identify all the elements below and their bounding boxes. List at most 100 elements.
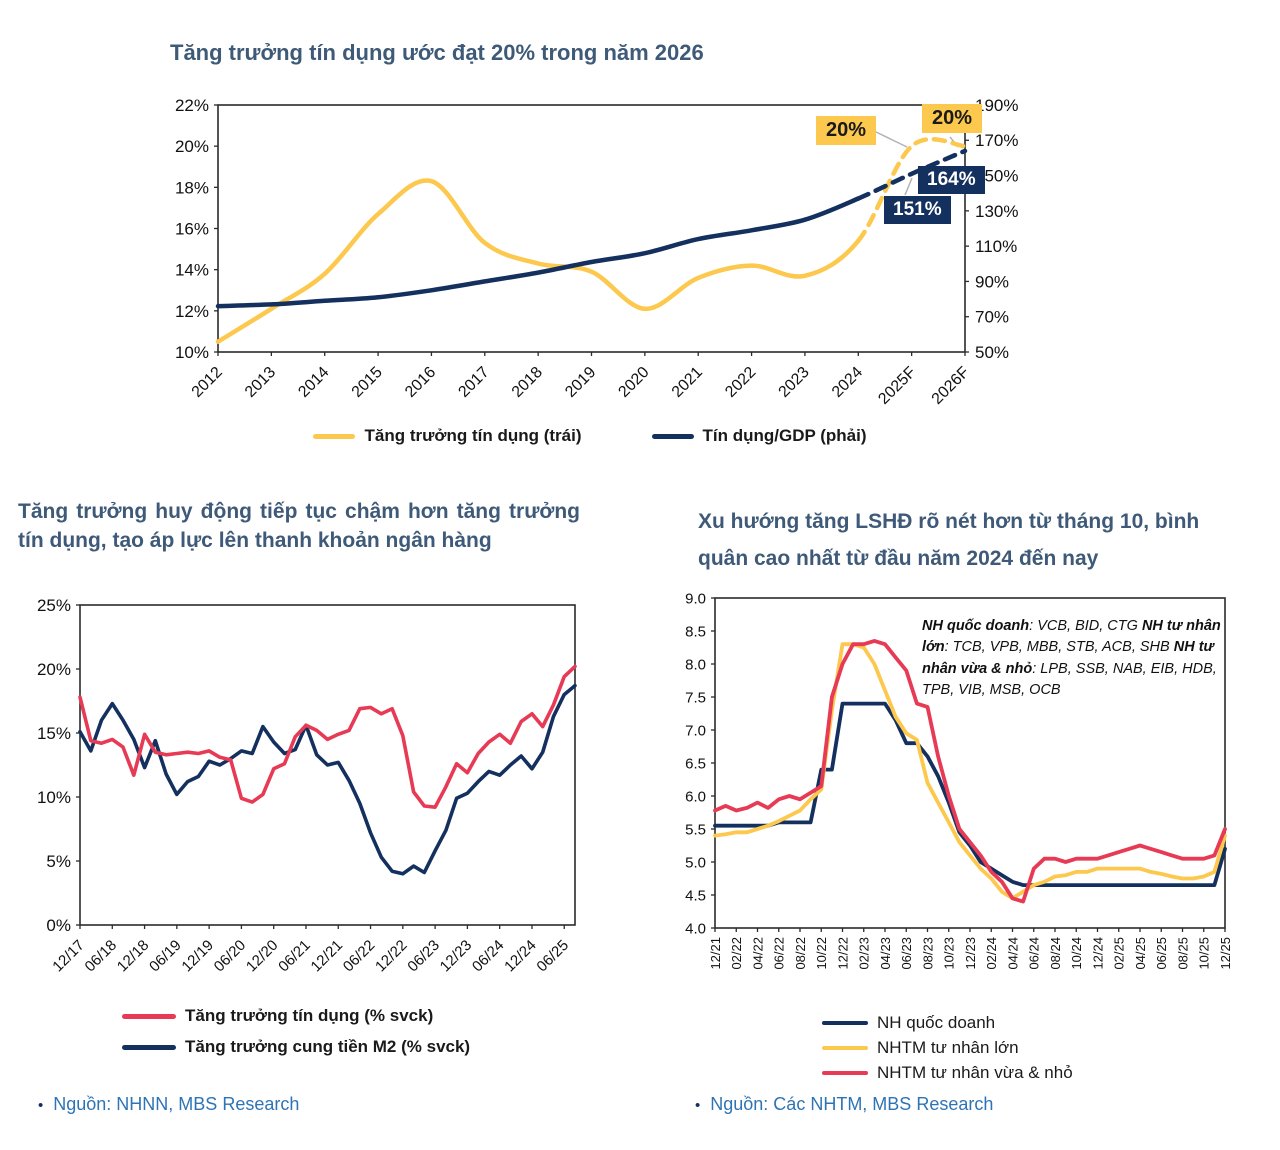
svg-text:2012: 2012 — [189, 364, 226, 401]
svg-text:08/23: 08/23 — [920, 937, 935, 970]
svg-text:90%: 90% — [975, 272, 1009, 291]
legend-item-credit-growth: Tăng trưởng tín dụng (trái) — [313, 426, 582, 446]
deposit-rate-chart: 12/25 10/25 08/25 06/25 04/25 02/25 12/24 10/24… — [685, 590, 1233, 970]
svg-text:2019: 2019 — [562, 364, 599, 401]
svg-text:06/22: 06/22 — [772, 937, 787, 970]
svg-text:170%: 170% — [975, 131, 1018, 150]
svg-text:4.5: 4.5 — [685, 887, 706, 904]
svg-text:10/24: 10/24 — [1069, 937, 1084, 970]
svg-text:06/23: 06/23 — [899, 937, 914, 970]
svg-text:06/25: 06/25 — [533, 937, 572, 976]
legend-item-soe-banks: NH quốc doanh — [822, 1013, 1073, 1033]
svg-text:2025F: 2025F — [875, 364, 919, 408]
svg-text:190%: 190% — [975, 96, 1018, 115]
svg-text:2023: 2023 — [776, 364, 813, 401]
soe-banks-swatch — [822, 1020, 868, 1026]
source-right: • Nguồn: Các NHTM, MBS Research — [695, 1094, 993, 1115]
svg-text:2026F: 2026F — [929, 364, 973, 408]
group-label: NH tư nhân lớn — [922, 618, 1221, 656]
svg-text:8.5: 8.5 — [685, 623, 706, 640]
svg-text:2017: 2017 — [455, 364, 492, 401]
svg-text:5.5: 5.5 — [685, 821, 706, 838]
svg-text:02/23: 02/23 — [857, 937, 872, 970]
svg-text:08/25: 08/25 — [1175, 937, 1190, 970]
svg-text:04/22: 04/22 — [750, 937, 765, 970]
annotation-credit-gdp-2025: 151% — [884, 196, 951, 224]
legend-item-credit-growth-svck: Tăng trưởng tín dụng (% svck) — [122, 1006, 470, 1026]
legend-label: NHTM tư nhân lớn — [877, 1038, 1019, 1057]
svg-text:6.5: 6.5 — [685, 755, 706, 772]
svg-text:02/22: 02/22 — [729, 937, 744, 970]
credit-vs-m2-growth-chart: 06/2512/2406/2412/2306/2312/2206/2212/21… — [37, 596, 577, 976]
svg-text:12/21: 12/21 — [708, 937, 723, 970]
legend-label: NHTM tư nhân vừa & nhỏ — [877, 1063, 1073, 1082]
top-chart-legend: Tăng trưởng tín dụng (trái) Tín dụng/GDP… — [150, 426, 1030, 446]
svg-text:2022: 2022 — [722, 364, 759, 401]
svg-text:08/22: 08/22 — [793, 937, 808, 970]
svg-text:2015: 2015 — [349, 364, 386, 401]
svg-text:02/25: 02/25 — [1112, 937, 1127, 970]
legend-label: Tăng trưởng cung tiền M2 (% svck) — [185, 1037, 471, 1056]
annotation-credit-growth-2025: 20% — [816, 116, 877, 145]
svg-text:5.0: 5.0 — [685, 854, 706, 871]
svg-text:130%: 130% — [975, 202, 1018, 221]
bullet-icon: • — [695, 1097, 701, 1114]
svg-text:6.0: 6.0 — [685, 788, 706, 805]
svg-text:06/18: 06/18 — [82, 937, 121, 976]
legend-label: NH quốc doanh — [877, 1013, 996, 1032]
svg-text:2016: 2016 — [402, 364, 439, 401]
svg-text:25%: 25% — [37, 596, 71, 615]
svg-text:12/17: 12/17 — [49, 937, 88, 976]
svg-text:50%: 50% — [975, 343, 1009, 362]
svg-text:12/18: 12/18 — [114, 937, 153, 976]
svg-text:4.0: 4.0 — [685, 920, 706, 937]
svg-text:06/19: 06/19 — [146, 937, 185, 976]
group-tickers: : LPB, SSB, NAB, EIB, HDB, TPB, VIB, MSB… — [922, 660, 1217, 699]
deposit-growth-title: Tăng trưởng huy động tiếp tục chậm hơn t… — [18, 500, 580, 552]
bullet-icon: • — [38, 1097, 44, 1114]
svg-text:08/24: 08/24 — [1048, 937, 1063, 970]
deposit-rate-title: Xu hướng tăng LSHĐ rõ nét hơn từ tháng 1… — [698, 510, 1200, 571]
annotation-credit-gdp-2026: 164% — [918, 166, 985, 194]
group-tickers: : VCB, BID, CTG — [1029, 618, 1138, 634]
svg-text:12/23: 12/23 — [963, 937, 978, 970]
svg-text:04/25: 04/25 — [1133, 937, 1148, 970]
svg-text:10/25: 10/25 — [1197, 937, 1212, 970]
svg-text:0%: 0% — [46, 916, 71, 935]
credit-gdp-swatch — [651, 433, 694, 439]
svg-text:5%: 5% — [46, 852, 71, 871]
svg-text:12/25: 12/25 — [1218, 937, 1233, 970]
svg-text:12/19: 12/19 — [178, 937, 217, 976]
credit-growth-swatch — [313, 433, 356, 439]
legend-item-large-private-banks: NHTM tư nhân lớn — [822, 1038, 1073, 1058]
svg-text:06/21: 06/21 — [275, 937, 314, 976]
svg-text:10/22: 10/22 — [814, 937, 829, 970]
svg-text:15%: 15% — [37, 724, 71, 743]
svg-text:2021: 2021 — [669, 364, 706, 401]
svg-text:06/24: 06/24 — [1027, 937, 1042, 970]
svg-text:2018: 2018 — [509, 364, 546, 401]
svg-text:110%: 110% — [975, 237, 1017, 256]
bank-groups-annotation: NH quốc doanh: VCB, BID, CTG NH tư nhân … — [922, 616, 1222, 702]
svg-text:70%: 70% — [975, 308, 1009, 327]
svg-text:12/22: 12/22 — [835, 937, 850, 970]
source-text: Nguồn: NHNN, MBS Research — [53, 1094, 300, 1114]
svg-text:06/25: 06/25 — [1154, 937, 1169, 970]
svg-text:12/20: 12/20 — [243, 937, 282, 976]
svg-text:7.0: 7.0 — [685, 722, 706, 739]
svg-text:8.0: 8.0 — [685, 656, 706, 673]
svg-text:12/24: 12/24 — [501, 937, 540, 976]
svg-text:150%: 150% — [975, 167, 1018, 186]
svg-text:14%: 14% — [175, 261, 209, 280]
group-label: NH tư nhân vừa & nhỏ — [922, 639, 1214, 677]
large-private-banks-swatch — [822, 1045, 868, 1051]
svg-text:12/22: 12/22 — [372, 937, 411, 976]
svg-text:12%: 12% — [175, 302, 209, 321]
svg-text:9.0: 9.0 — [685, 590, 706, 607]
svg-text:10%: 10% — [175, 343, 209, 362]
svg-text:06/23: 06/23 — [404, 937, 443, 976]
svg-text:04/23: 04/23 — [878, 937, 893, 970]
legend-item-credit-gdp: Tín dụng/GDP (phải) — [651, 426, 867, 446]
